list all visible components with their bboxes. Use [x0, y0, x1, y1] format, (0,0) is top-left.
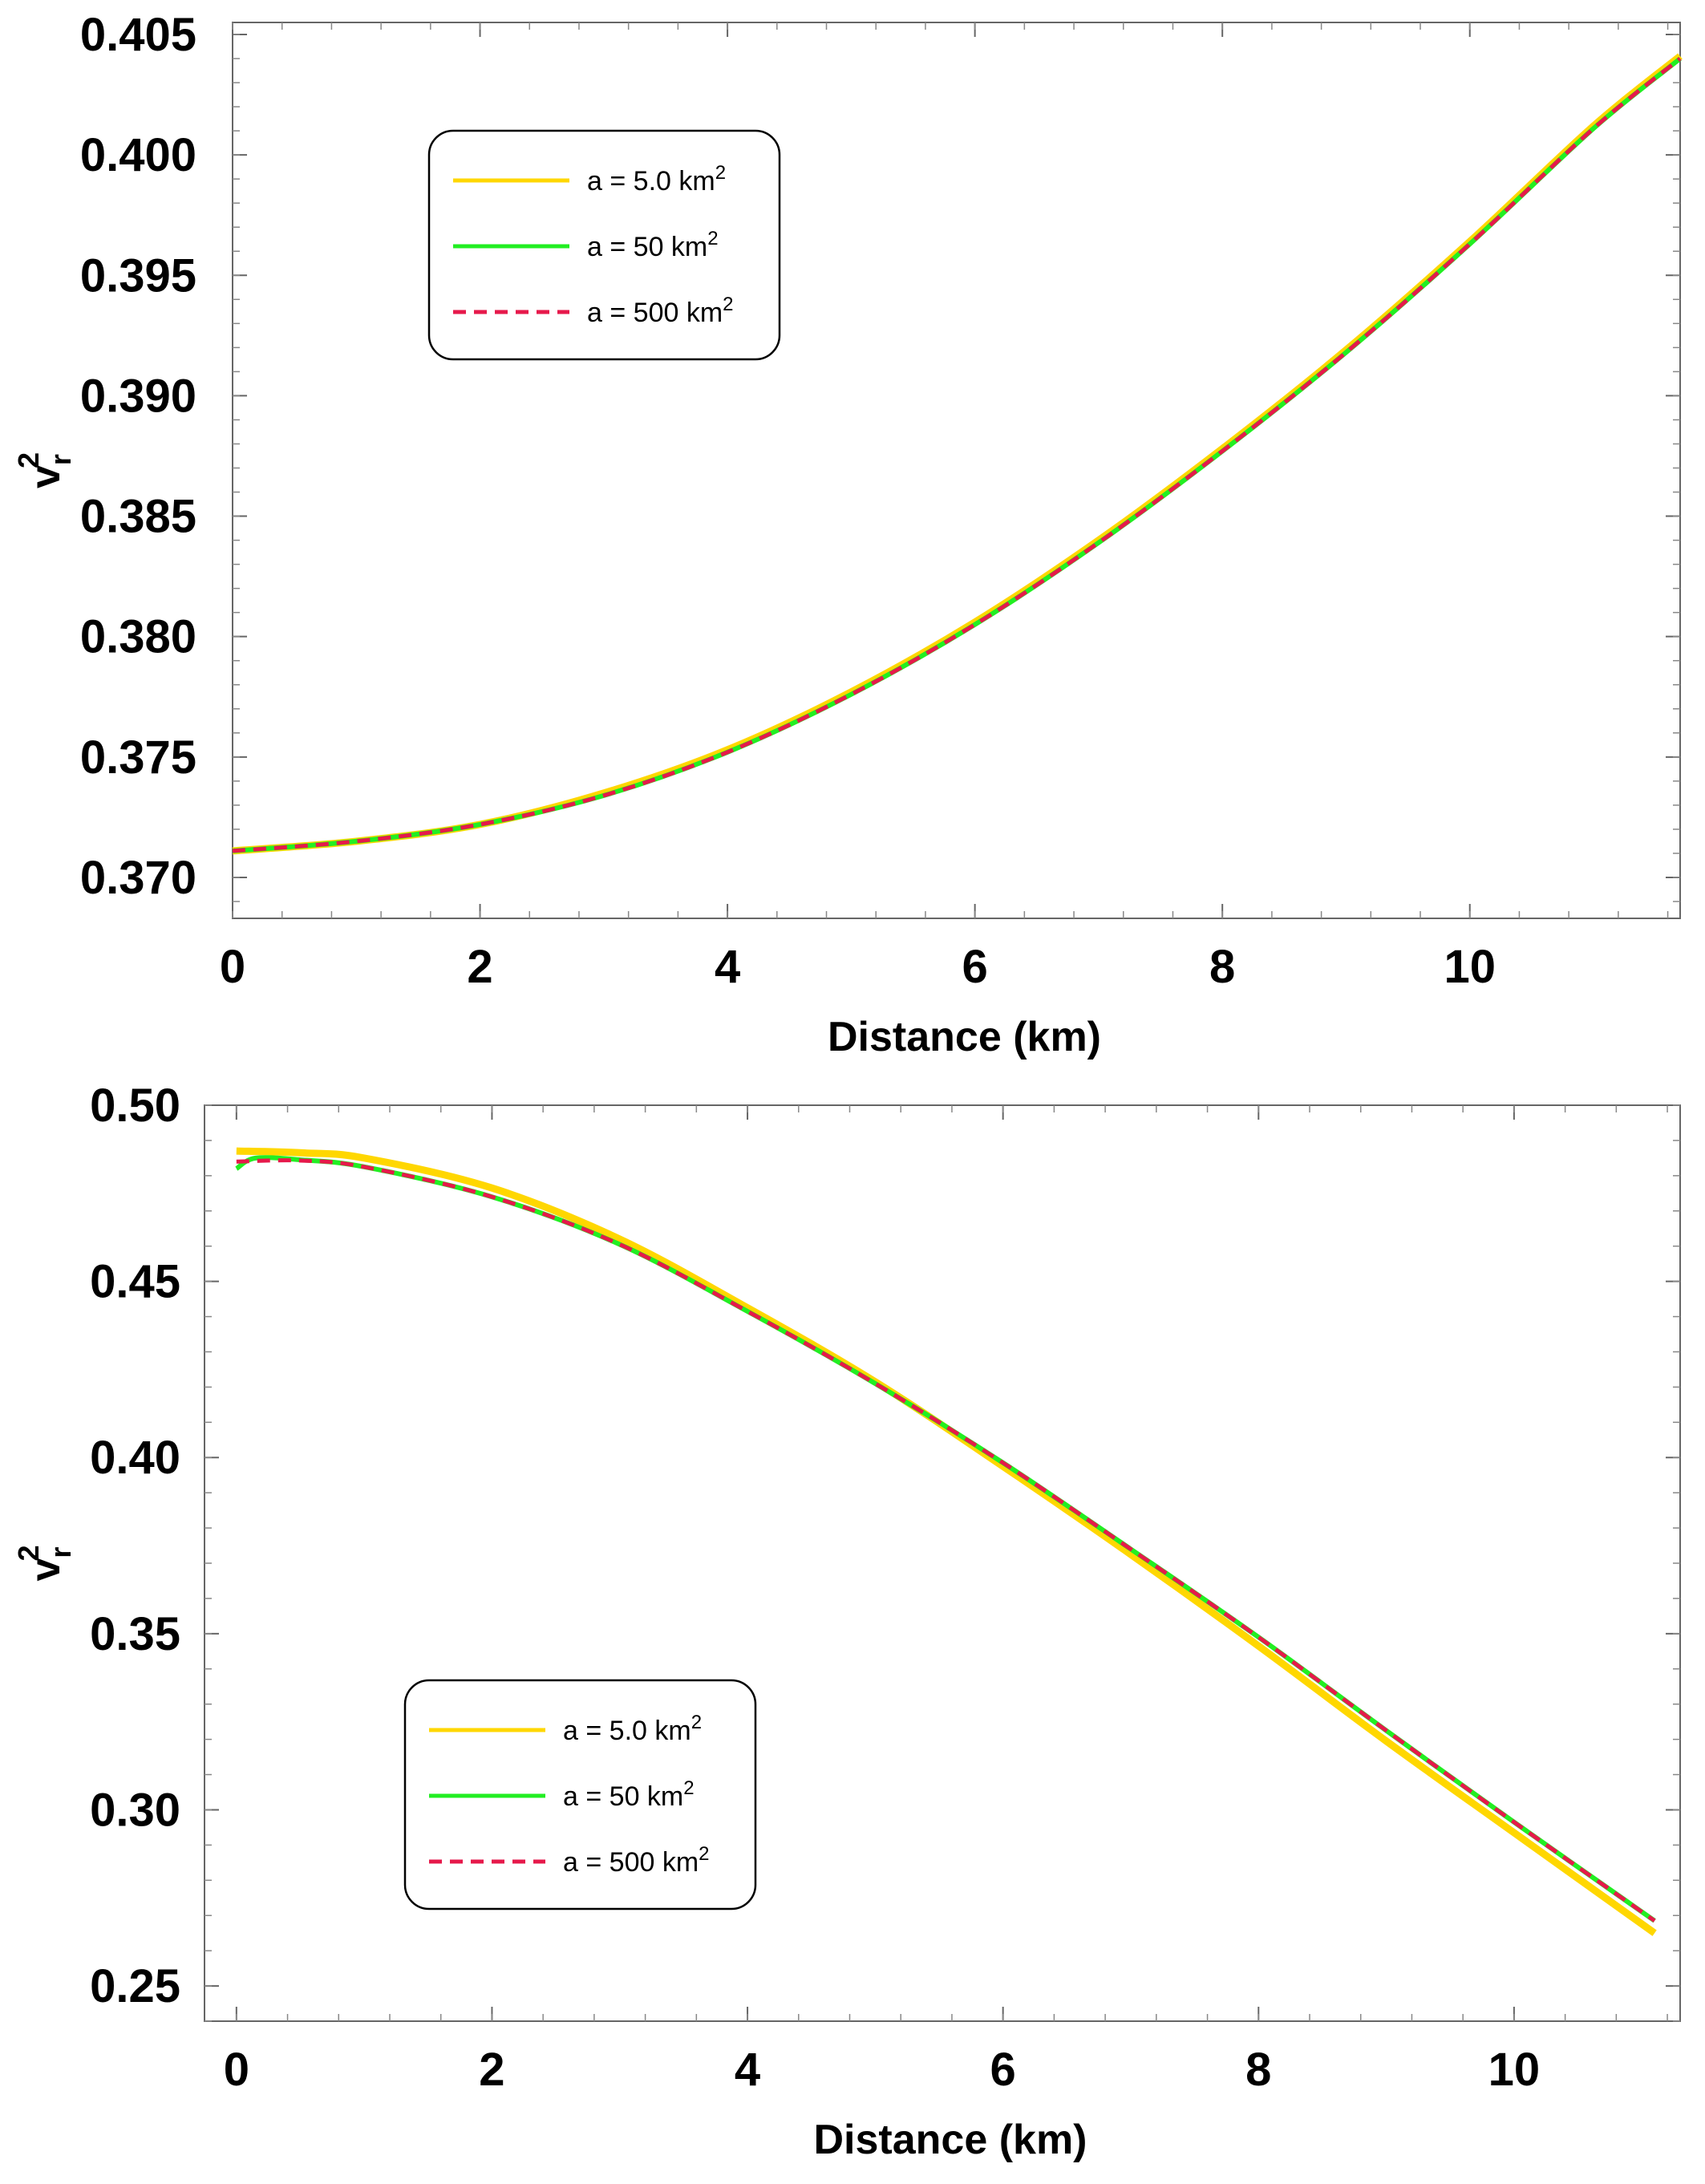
legend-label-1: a = 5.0 km2: [563, 1712, 702, 1746]
y-tick-label: 0.370: [80, 852, 196, 904]
chart-2: 0.25 0.30 0.35 0.40 0.45 0.50 0 2 4 6 8 10 Distance …: [12, 1080, 1681, 2163]
x-tick-label: 2: [467, 941, 492, 993]
y-axis-title: vr2: [12, 452, 77, 488]
legend-box: [403, 1679, 757, 1910]
y-tick-label: 0.375: [80, 731, 196, 784]
y-tick-label: 0.380: [80, 611, 196, 663]
x-axis-title: Distance (km): [814, 2117, 1087, 2163]
series-line-3: [236, 1158, 1656, 1923]
x-tick-label: 0: [224, 2044, 249, 2096]
legend-box: [427, 129, 781, 361]
x-tick-label: 0: [220, 941, 245, 993]
legend: a = 5.0 km2 a = 50 km2 a = 500 km2: [403, 1679, 757, 1910]
x-tick-label: 6: [990, 2044, 1016, 2096]
legend: a = 5.0 km2 a = 50 km2 a = 500 km2: [427, 129, 781, 361]
y-tick-label: 0.395: [80, 249, 196, 302]
chart-1: 0.370 0.375 0.380 0.385 0.390 0.395 0.400 0.405…: [12, 9, 1683, 1060]
legend-label-3: a = 500 km2: [587, 294, 734, 328]
legend-label-2: a = 50 km2: [587, 228, 719, 262]
y-tick-label: 0.40: [90, 1432, 180, 1484]
y-tick-label: 0.35: [90, 1608, 180, 1660]
x-tick-label: 4: [735, 2044, 760, 2096]
x-tick-label: 8: [1245, 2044, 1271, 2096]
legend-label-3: a = 500 km2: [563, 1843, 710, 1878]
plot-frame: [232, 22, 1681, 919]
x-tick-label: 8: [1209, 941, 1235, 993]
legend-label-1: a = 5.0 km2: [587, 162, 726, 197]
x-tick-label: 4: [715, 941, 740, 993]
x-tick-label: 2: [479, 2044, 504, 2096]
y-tick-label: 0.385: [80, 491, 196, 543]
y-tick-label: 0.50: [90, 1080, 180, 1132]
y-axis-title: vr2: [12, 1546, 77, 1582]
series-line-3: [232, 57, 1682, 853]
y-tick-label: 0.400: [80, 129, 196, 181]
y-tick-label: 0.405: [80, 9, 196, 61]
y-tick-label: 0.30: [90, 1784, 180, 1836]
x-axis-title: Distance (km): [828, 1014, 1101, 1060]
legend-label-2: a = 50 km2: [563, 1777, 695, 1812]
x-tick-label: 6: [962, 941, 988, 993]
y-tick-label: 0.45: [90, 1256, 180, 1308]
x-tick-label: 10: [1488, 2044, 1541, 2096]
y-tick-label: 0.25: [90, 1960, 180, 2012]
y-tick-label: 0.390: [80, 370, 196, 422]
x-tick-label: 10: [1444, 941, 1496, 993]
